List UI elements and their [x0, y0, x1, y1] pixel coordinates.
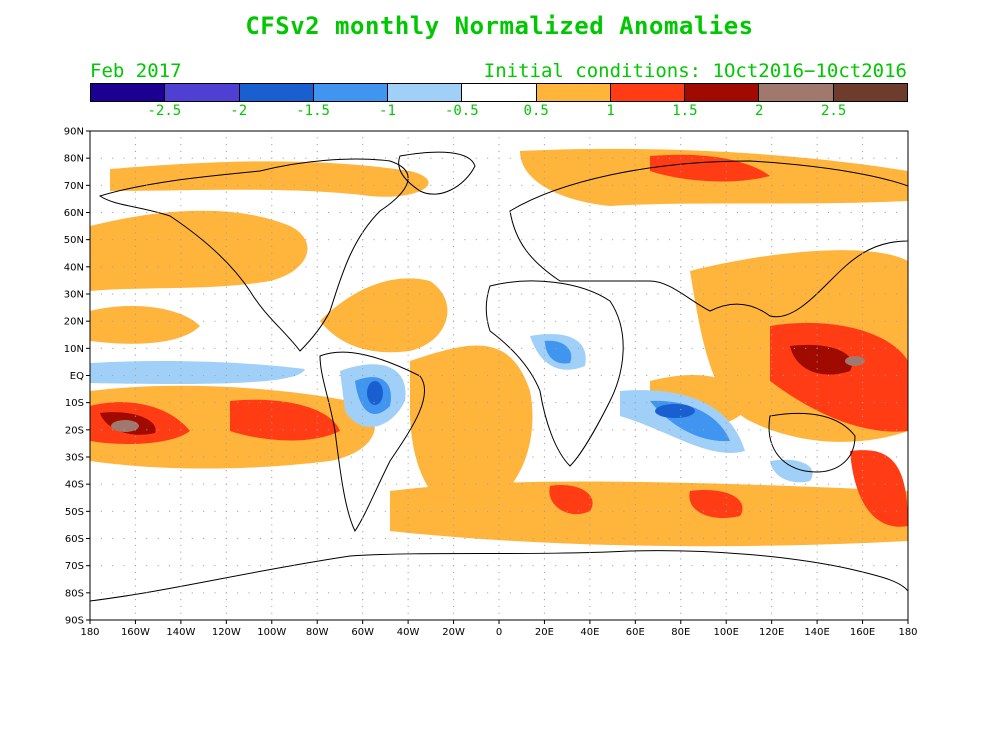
lon-label: 60W — [351, 627, 374, 638]
lon-label: 20E — [535, 627, 554, 638]
lat-label: 60N — [64, 208, 84, 219]
coastlines — [89, 151, 909, 602]
north-pacific-positive — [90, 210, 308, 291]
southern-ocean-positive — [390, 481, 908, 547]
south-atlantic-positive — [410, 345, 533, 512]
initial-conditions: Initial conditions: 1Oct2016−10ct2016 — [483, 60, 907, 82]
lon-label: 80W — [306, 627, 329, 638]
colorbar-segment — [462, 84, 537, 101]
arctic-band-positive — [110, 161, 429, 197]
lat-label: 20S — [65, 425, 84, 436]
colorbar — [90, 83, 908, 102]
greenland-outline — [398, 151, 476, 195]
colorbar-segment — [610, 84, 686, 101]
southern-ocean-strong-c — [850, 450, 908, 527]
lon-label: 160E — [850, 627, 875, 638]
lon-label: 80E — [671, 627, 690, 638]
colorbar-segment — [239, 84, 314, 101]
southern-ocean-strong-b — [689, 490, 743, 519]
lat-label: 60S — [65, 534, 84, 545]
antarctica-outline — [89, 550, 909, 602]
lon-label: 180 — [80, 627, 99, 638]
lon-label: 140E — [804, 627, 829, 638]
lon-label: 140W — [166, 627, 195, 638]
colorbar-label: 1.5 — [672, 103, 698, 119]
colorbar-segment — [833, 84, 907, 101]
anomaly-map: 90N 80N 70N 60N 50N 40N 30N 20N 10N EQ 10S 20S 30S 40… — [64, 127, 918, 639]
australia-negative — [770, 459, 813, 483]
indian-ocean-strong-negative — [655, 404, 695, 418]
colorbar-label: 2.5 — [820, 103, 847, 119]
west-pacific-peak — [790, 344, 852, 375]
lat-label: 30S — [65, 453, 84, 464]
colorbar-segment — [388, 84, 463, 101]
lon-label: 60E — [626, 627, 645, 638]
colorbar-label: 0.5 — [523, 103, 549, 119]
arctic-west-positive — [90, 306, 200, 344]
lat-label: 40S — [65, 480, 84, 491]
lat-label: 90S — [65, 616, 84, 627]
colorbar-segment — [759, 84, 834, 101]
colorbar-label: -2.5 — [147, 103, 182, 119]
lon-label: 180 — [898, 627, 917, 638]
colorbar-label: -2 — [230, 103, 248, 119]
lat-label: 70N — [64, 181, 84, 192]
colorbar-label: 2 — [755, 103, 764, 119]
eurasia-outline — [509, 160, 909, 318]
lat-label: 10N — [64, 344, 84, 355]
north-atlantic-positive — [320, 278, 448, 353]
colorbar-label: -0.5 — [444, 103, 479, 119]
colorbar-label: 1 — [606, 103, 615, 119]
colorbar-segment — [313, 84, 389, 101]
lon-label: 120W — [212, 627, 241, 638]
arctic-russia-strong — [650, 154, 770, 182]
lon-label: 20W — [442, 627, 465, 638]
lon-label: 120E — [759, 627, 784, 638]
colorbar-segment — [91, 84, 166, 101]
map-plot: 90N 80N 70N 60N 50N 40N 30N 20N 10N EQ 10S 20S 30S 40… — [64, 127, 918, 639]
forecast-month: Feb 2017 — [90, 60, 182, 82]
equatorial-pacific-negative — [90, 361, 305, 385]
map-title: CFSv2 monthly Normalized Anomalies — [245, 12, 754, 40]
colorbar-segment — [165, 84, 240, 101]
east-africa-negative — [545, 340, 572, 364]
south-pacific-extreme — [111, 420, 139, 432]
lon-label: 40W — [397, 627, 420, 638]
south-pacific-east-strong — [230, 399, 340, 441]
africa-outline — [485, 280, 624, 467]
lat-label: 50N — [64, 235, 84, 246]
lat-label: 80S — [65, 588, 84, 599]
lat-label: 30N — [64, 290, 84, 301]
west-pacific-extreme — [845, 356, 865, 366]
lon-label: 100W — [257, 627, 286, 638]
colorbar-segment — [536, 84, 611, 101]
lat-label: 80N — [64, 154, 84, 165]
lat-label: EQ — [70, 371, 84, 382]
lat-label: 90N — [64, 127, 84, 138]
anomaly-fields — [90, 148, 908, 547]
lat-label: 20N — [64, 317, 84, 328]
lon-label: 100E — [714, 627, 739, 638]
australia-outline — [768, 412, 856, 473]
lat-label: 50S — [65, 507, 84, 518]
colorbar-label: -1.5 — [296, 103, 330, 119]
lon-label: 0 — [496, 627, 502, 638]
lat-label: 70S — [65, 561, 84, 572]
southern-ocean-strong-a — [549, 485, 593, 515]
south-america-outline — [319, 351, 425, 532]
colorbar-labels: -2.5 -2 -1.5 -1 -0.5 0.5 1 1.5 2 2.5 — [90, 103, 908, 123]
lat-label: 40N — [64, 262, 84, 273]
lon-label: 160W — [121, 627, 150, 638]
north-america-outline — [98, 158, 409, 352]
colorbar-segment — [685, 84, 760, 101]
colorbar-label: -1 — [379, 103, 396, 119]
lon-label: 40E — [580, 627, 599, 638]
lat-label: 10S — [65, 398, 84, 409]
grid-dots — [89, 130, 909, 614]
south-america-strong-negative — [367, 381, 383, 405]
